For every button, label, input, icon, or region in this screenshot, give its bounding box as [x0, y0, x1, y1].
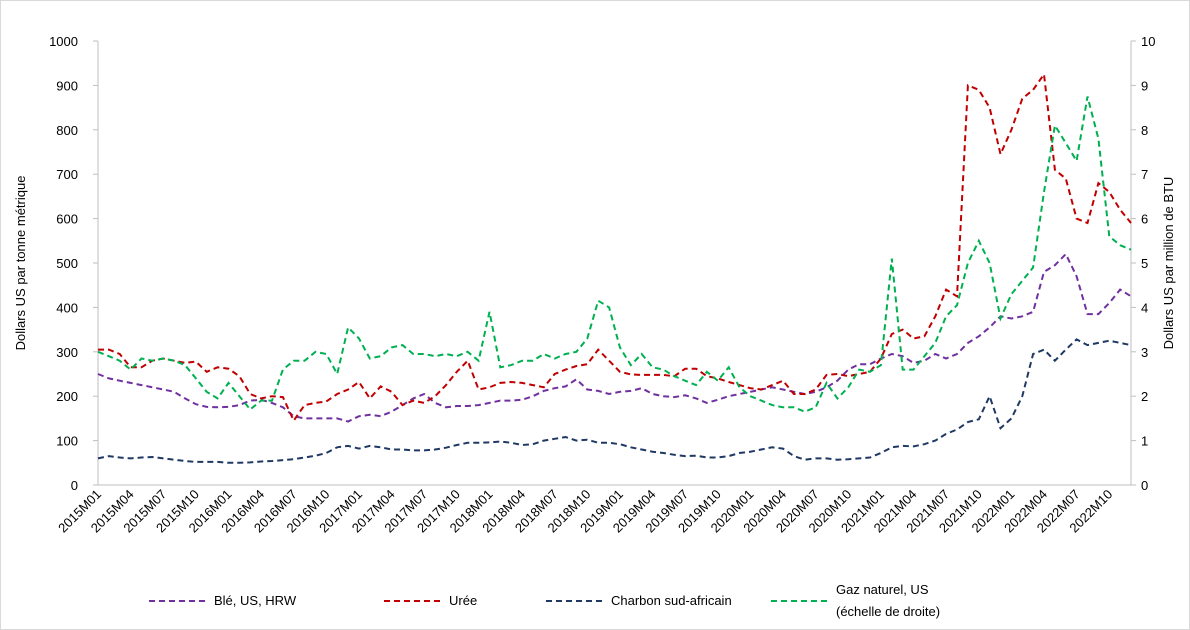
y2-tick-label: 0 [1141, 478, 1148, 493]
y-tick-label: 400 [56, 300, 78, 315]
y2-tick-label: 5 [1141, 256, 1148, 271]
y-tick-label: 900 [56, 78, 78, 93]
y-tick-label: 700 [56, 167, 78, 182]
y-tick-label: 300 [56, 345, 78, 360]
y-tick-label: 0 [71, 478, 78, 493]
legend-label: Charbon sud-africain [611, 593, 732, 608]
y-tick-label: 600 [56, 212, 78, 227]
y2-tick-label: 3 [1141, 345, 1148, 360]
legend-label: Gaz naturel, US (échelle de droite) [836, 582, 941, 619]
y2-tick-label: 2 [1141, 389, 1148, 404]
series-line [97, 252, 1132, 423]
y2-tick-label: 10 [1141, 34, 1155, 49]
y-tick-label: 1000 [49, 34, 78, 49]
y2-tick-label: 4 [1141, 300, 1148, 315]
y-tick-label: 200 [56, 389, 78, 404]
y2-tick-label: 6 [1141, 212, 1148, 227]
y2-tick-label: 1 [1141, 434, 1148, 449]
y2-tick-label: 9 [1141, 78, 1148, 93]
y2-tick-label: 7 [1141, 167, 1148, 182]
y2-tick-label: 8 [1141, 123, 1148, 138]
legend-label: Blé, US, HRW [214, 593, 297, 608]
y-tick-label: 100 [56, 434, 78, 449]
legend-label: Urée [449, 593, 478, 608]
series-line [97, 338, 1132, 464]
y-axis-label: Dollars US par tonne métrique [13, 176, 28, 351]
y-tick-label: 800 [56, 123, 78, 138]
series-line [97, 96, 1132, 413]
y2-axis-label: Dollars US par million de BTU [1161, 177, 1176, 350]
series-line [98, 71, 1132, 423]
y-tick-label: 500 [56, 256, 78, 271]
